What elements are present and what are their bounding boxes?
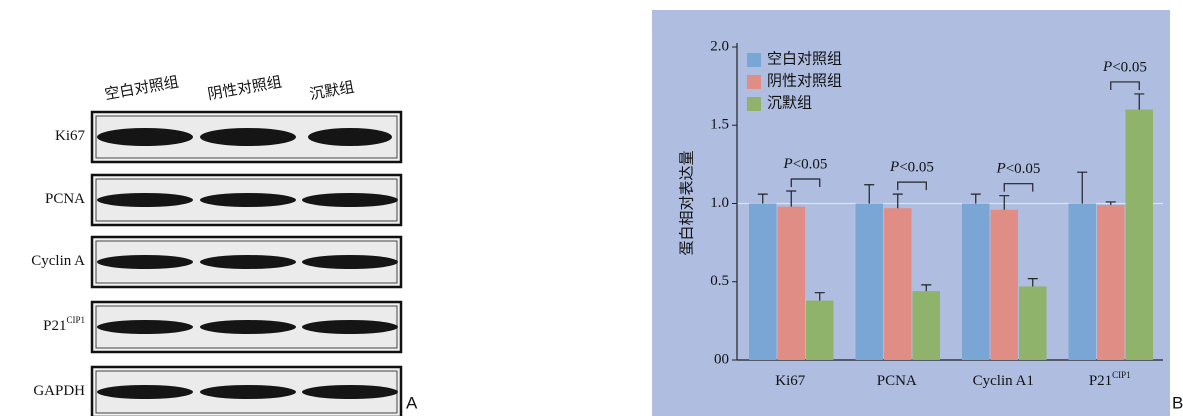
panel-label: B — [1172, 393, 1183, 412]
blot-label: GAPDH — [33, 383, 85, 399]
blot-label: PCNA — [45, 191, 85, 207]
x-tick-label: Ki67 — [775, 373, 806, 389]
band — [302, 193, 398, 207]
x-tick-label-sup: CIP1 — [1112, 370, 1131, 380]
blot-label: Cyclin A — [31, 253, 85, 269]
band — [302, 385, 398, 399]
blot-label: Ki67 — [55, 128, 86, 144]
y-tick-label: 1.0 — [710, 195, 729, 211]
bar — [962, 204, 990, 361]
y-tick-label: 00 — [714, 351, 729, 367]
blot-label-main: GAPDH — [33, 383, 85, 399]
band — [97, 320, 193, 334]
legend-label: 沉默组 — [767, 94, 812, 111]
x-tick-label-main: Cyclin A1 — [973, 373, 1034, 389]
legend-label: 空白对照组 — [767, 50, 842, 67]
blot-label-main: P21 — [43, 318, 66, 334]
blot-label-sup: CIP1 — [66, 315, 85, 325]
bar — [1097, 205, 1125, 360]
band — [308, 128, 392, 146]
bar — [749, 204, 777, 361]
bar — [856, 204, 884, 361]
band — [302, 255, 398, 269]
bar — [913, 291, 941, 360]
x-tick-label: Cyclin A1 — [973, 373, 1034, 389]
bar — [884, 208, 912, 360]
band — [200, 128, 296, 146]
y-tick-label: 1.5 — [710, 117, 729, 133]
x-tick-label: PCNA — [877, 373, 917, 389]
x-tick-label-main: P21 — [1089, 373, 1112, 389]
y-tick-label: 2.0 — [710, 38, 729, 54]
band — [97, 255, 193, 269]
band — [97, 193, 193, 207]
annotation: P<0.05 — [889, 160, 934, 176]
blot-label-main: Ki67 — [55, 128, 86, 144]
band — [200, 320, 296, 334]
band — [200, 193, 296, 207]
bar — [806, 301, 834, 360]
lane-label: 沉默组 — [308, 79, 355, 104]
bar — [1019, 286, 1047, 360]
bar — [1069, 204, 1097, 361]
annotation: P<0.05 — [783, 156, 828, 172]
bar — [1126, 110, 1154, 360]
legend-swatch — [747, 53, 761, 67]
annotation: P<0.05 — [1102, 59, 1147, 75]
annotation: P<0.05 — [996, 161, 1041, 177]
blot-label: P21CIP1 — [43, 315, 85, 334]
x-tick-label-main: PCNA — [877, 373, 917, 389]
band — [97, 128, 193, 146]
band — [200, 255, 296, 269]
legend-label: 阴性对照组 — [767, 72, 842, 89]
band — [200, 385, 296, 399]
x-tick-label-main: Ki67 — [775, 373, 806, 389]
blot-label-main: PCNA — [45, 191, 85, 207]
band — [97, 385, 193, 399]
lane-label: 空白对照组 — [103, 74, 180, 104]
lane-label: 阴性对照组 — [206, 74, 283, 104]
y-tick-label: 0.5 — [710, 273, 729, 289]
legend-swatch — [747, 97, 761, 111]
figure: A B 空白对照组阴性对照组沉默组Ki67PCNACyclin AP21CIP1… — [0, 0, 1183, 416]
panel-label: A — [406, 393, 418, 412]
blot-label-main: Cyclin A — [31, 253, 85, 269]
y-axis-label: 蛋白相对表达量 — [678, 150, 695, 255]
band — [302, 320, 398, 334]
bar — [991, 210, 1019, 360]
legend-swatch — [747, 75, 761, 89]
page: A B 空白对照组阴性对照组沉默组Ki67PCNACyclin AP21CIP1… — [0, 0, 1183, 416]
bar — [778, 207, 806, 360]
